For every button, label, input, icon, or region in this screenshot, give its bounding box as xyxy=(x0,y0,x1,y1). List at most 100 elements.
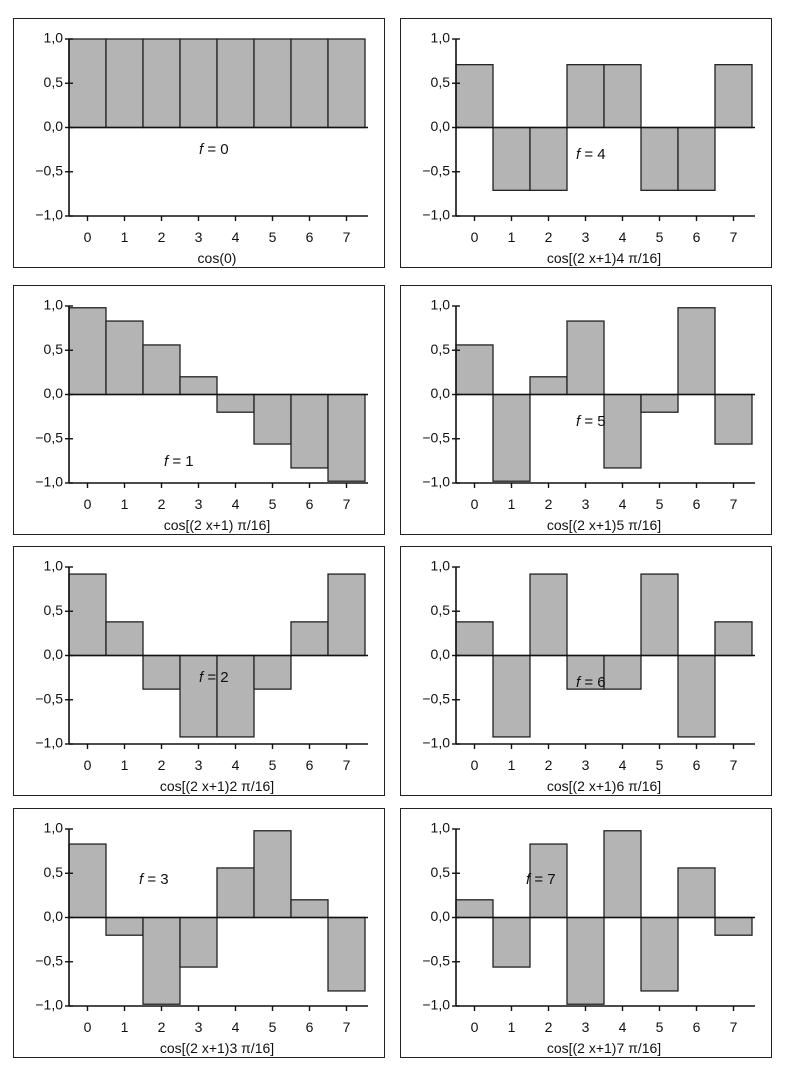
frequency-value: = 0 xyxy=(203,141,228,158)
x-tick-label: 2 xyxy=(545,1019,553,1035)
frequency-symbol: f xyxy=(576,146,582,163)
x-tick-label: 6 xyxy=(306,496,314,512)
bar-0 xyxy=(455,899,494,919)
x-tick-label: 0 xyxy=(84,757,92,773)
x-tick-label: 3 xyxy=(195,757,203,773)
bar-5 xyxy=(640,126,679,191)
bar-3 xyxy=(566,916,605,1005)
y-tick-label: 1,0 xyxy=(431,297,451,313)
y-tick-label: 0,0 xyxy=(44,646,64,662)
x-tick-label: 1 xyxy=(508,229,516,245)
x-tick-label: 3 xyxy=(195,496,203,512)
x-tick-label: 7 xyxy=(343,496,351,512)
x-tick-label: 3 xyxy=(195,1019,203,1035)
y-tick-label: −1,0 xyxy=(422,207,450,223)
x-tick-label: 7 xyxy=(730,757,738,773)
bar-3 xyxy=(566,654,605,690)
bar-1 xyxy=(105,621,144,657)
x-tick-label: 1 xyxy=(121,496,129,512)
frequency-label: f = 5 xyxy=(576,413,606,430)
y-tick-label: 0,0 xyxy=(431,646,451,662)
x-tick-label: 1 xyxy=(121,229,129,245)
chart-svg: 1,0 0,5 0,0 −0,5 −1,0 0 1 2 3 4 5 6 7 cos[(2 x+1)2 π/… xyxy=(35,558,368,794)
x-tick-label: 1 xyxy=(121,1019,129,1035)
chart-svg: 1,0 0,5 0,0 −0,5 −1,0 0 1 2 3 4 5 6 7 cos[(2 x+1)3 π/… xyxy=(35,820,368,1056)
x-tick-label: 5 xyxy=(656,229,664,245)
bar-6 xyxy=(290,899,329,919)
y-tick-label: 0,5 xyxy=(431,864,451,880)
x-tick-label: 0 xyxy=(84,496,92,512)
frequency-value: = 1 xyxy=(168,453,193,470)
y-tick-label: 0,0 xyxy=(431,118,451,134)
x-tick-label: 1 xyxy=(121,757,129,773)
chart-panel-f4: 1,0 0,5 0,0 −0,5 −1,0 0 1 2 3 4 5 6 7 cos[(2 x+1)4 π/… xyxy=(400,18,772,268)
bar-5 xyxy=(253,654,292,690)
frequency-label: f = 2 xyxy=(199,669,229,686)
x-tick-label: 4 xyxy=(619,757,627,773)
x-tick-label: 0 xyxy=(471,1019,479,1035)
x-tick-label: 2 xyxy=(545,757,553,773)
y-tick-label: 1,0 xyxy=(44,30,64,46)
x-tick-label: 6 xyxy=(306,229,314,245)
bar-5 xyxy=(253,38,292,129)
chart-svg: 1,0 0,5 0,0 −0,5 −1,0 0 1 2 3 4 5 6 7 cos(0) f = 0 xyxy=(35,30,368,266)
x-tick-label: 4 xyxy=(232,229,240,245)
x-tick-label: 5 xyxy=(269,229,277,245)
bar-7 xyxy=(714,621,753,657)
bar-3 xyxy=(179,916,218,968)
x-tick-label: 5 xyxy=(656,1019,664,1035)
x-tick-label: 0 xyxy=(471,229,479,245)
function-caption: cos[(2 x+1)4 π/16] xyxy=(547,250,661,266)
bar-2 xyxy=(529,843,568,919)
frequency-symbol: f xyxy=(164,453,170,470)
bar-3 xyxy=(179,38,218,129)
bar-0 xyxy=(455,64,494,129)
frequency-value: = 5 xyxy=(580,413,605,430)
x-tick-label: 7 xyxy=(730,229,738,245)
y-tick-label: 0,5 xyxy=(431,341,451,357)
x-tick-label: 0 xyxy=(84,229,92,245)
frequency-symbol: f xyxy=(199,141,205,158)
x-tick-label: 2 xyxy=(158,1019,166,1035)
bar-0 xyxy=(68,38,107,129)
function-caption: cos[(2 x+1)7 π/16] xyxy=(547,1040,661,1056)
y-tick-label: −0,5 xyxy=(35,690,63,706)
frequency-value: = 2 xyxy=(203,669,228,686)
function-caption: cos[(2 x+1) π/16] xyxy=(164,517,271,533)
y-tick-label: 0,0 xyxy=(44,118,64,134)
frequency-label: f = 3 xyxy=(139,871,169,888)
bar-6 xyxy=(677,654,716,738)
bar-3 xyxy=(179,376,218,396)
bar-0 xyxy=(455,344,494,396)
frequency-symbol: f xyxy=(576,413,582,430)
bar-1 xyxy=(105,320,144,396)
chart-svg: 1,0 0,5 0,0 −0,5 −1,0 0 1 2 3 4 5 6 7 cos[(2 x+1)6 π/… xyxy=(422,558,755,794)
frequency-symbol: f xyxy=(199,669,205,686)
bar-7 xyxy=(327,916,366,992)
x-tick-label: 7 xyxy=(343,229,351,245)
x-tick-label: 4 xyxy=(619,496,627,512)
y-tick-label: 1,0 xyxy=(44,297,64,313)
chart-panel-f0: 1,0 0,5 0,0 −0,5 −1,0 0 1 2 3 4 5 6 7 cos(0) f = 0 xyxy=(13,18,385,268)
bar-1 xyxy=(492,916,531,968)
y-tick-label: 1,0 xyxy=(431,558,451,574)
y-tick-label: −0,5 xyxy=(35,952,63,968)
bar-2 xyxy=(142,654,181,690)
x-tick-label: 2 xyxy=(158,229,166,245)
chart-panel-f6: 1,0 0,5 0,0 −0,5 −1,0 0 1 2 3 4 5 6 7 cos[(2 x+1)6 π/… xyxy=(400,546,772,796)
x-tick-label: 0 xyxy=(471,757,479,773)
y-tick-label: 1,0 xyxy=(431,820,451,836)
chart-panel-f2: 1,0 0,5 0,0 −0,5 −1,0 0 1 2 3 4 5 6 7 cos[(2 x+1)2 π/… xyxy=(13,546,385,796)
x-tick-label: 2 xyxy=(158,757,166,773)
bar-1 xyxy=(492,126,531,191)
chart-svg: 1,0 0,5 0,0 −0,5 −1,0 0 1 2 3 4 5 6 7 cos[(2 x+1) π/1… xyxy=(35,297,368,533)
frequency-symbol: f xyxy=(139,871,145,888)
frequency-symbol: f xyxy=(576,674,582,691)
chart-panel-f5: 1,0 0,5 0,0 −0,5 −1,0 0 1 2 3 4 5 6 7 cos[(2 x+1)5 π/… xyxy=(400,285,772,535)
bar-4 xyxy=(216,867,255,919)
x-tick-label: 2 xyxy=(545,496,553,512)
y-tick-label: −1,0 xyxy=(35,474,63,490)
function-caption: cos[(2 x+1)3 π/16] xyxy=(160,1040,274,1056)
x-tick-label: 4 xyxy=(232,496,240,512)
x-tick-label: 0 xyxy=(471,496,479,512)
